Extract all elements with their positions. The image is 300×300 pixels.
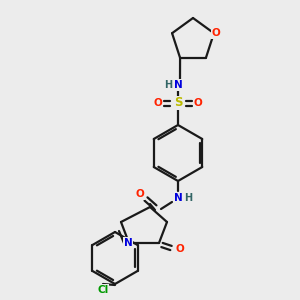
Text: N: N — [124, 238, 132, 248]
Text: H: H — [164, 80, 172, 90]
Text: O: O — [154, 98, 162, 108]
Text: O: O — [136, 189, 144, 199]
Text: Cl: Cl — [98, 285, 109, 295]
Text: N: N — [174, 80, 182, 90]
Text: H: H — [184, 193, 192, 203]
Text: O: O — [176, 244, 184, 254]
Text: O: O — [194, 98, 202, 108]
Text: N: N — [174, 193, 182, 203]
Text: O: O — [212, 28, 220, 38]
Text: S: S — [174, 97, 182, 110]
